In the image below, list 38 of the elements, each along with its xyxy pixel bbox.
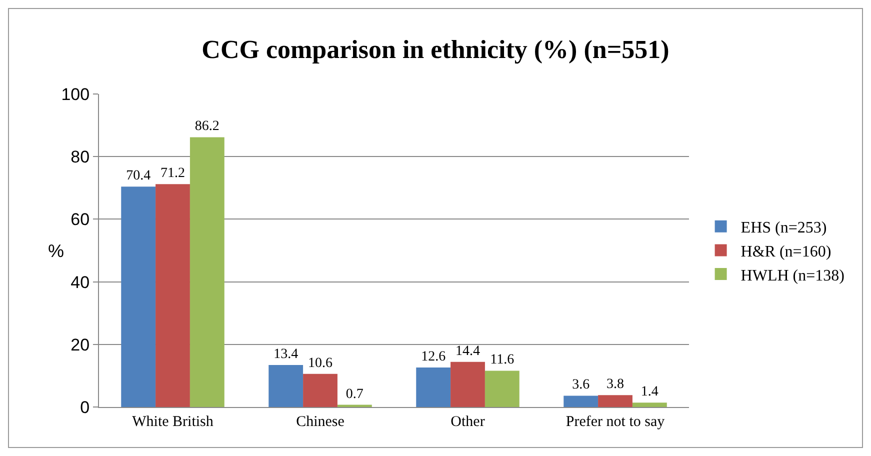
data-label: 13.4 [274,347,298,362]
data-label: 70.4 [126,168,151,184]
legend-label: H&R (n=160) [740,243,832,260]
y-tick-label: 80 [70,148,90,167]
data-label: 3.8 [606,377,624,392]
legend-label: EHS (n=253) [740,220,827,237]
y-tick-label: 20 [70,335,90,354]
x-tick-label: Other [450,414,485,430]
x-tick-label: Prefer not to say [566,414,666,430]
chart-title: CCG comparison in ethnicity (%) (n=551) [202,34,670,64]
bar [416,368,451,407]
data-label: 3.6 [572,378,590,393]
bar [632,402,667,407]
x-tick-label: White British [132,414,214,430]
y-axis-title: % [48,241,64,261]
data-label: 12.6 [421,350,446,365]
x-tick-label: Chinese [296,414,345,430]
data-label: 14.4 [456,344,480,359]
bar [484,370,520,407]
y-tick-label: 0 [80,398,90,417]
y-tick-label: 60 [70,210,90,230]
bar [598,395,632,407]
data-label: 1.4 [640,384,658,400]
data-label: 10.6 [308,356,332,371]
bar [564,396,598,407]
data-label: 0.7 [346,386,364,402]
bar [121,186,156,407]
legend-label: HWLH (n=138) [740,267,844,284]
bar [268,365,304,407]
data-label: 11.6 [490,352,514,368]
bar [303,374,338,407]
data-label: 71.2 [160,166,185,182]
bar [156,184,190,407]
data-label: 86.2 [194,119,220,134]
bar [450,362,485,407]
bar [190,137,224,407]
y-tick-label: 40 [70,272,90,292]
y-tick-label: 100 [61,84,90,104]
